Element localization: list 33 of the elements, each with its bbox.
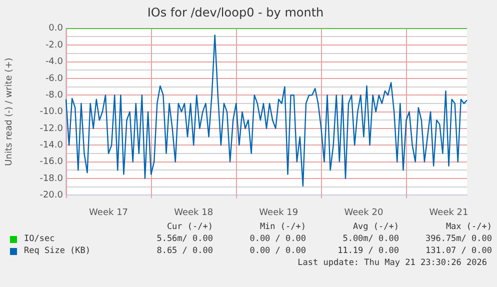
x-tick-label: Week 21 [429,208,468,218]
y-tick-label: -8.0 [45,90,64,100]
text: Last update: Thu May 21 23:30:26 2026 [296,258,487,268]
y-tick-label: -6.0 [45,74,64,84]
y-tick-label: -4.0 [45,57,64,68]
text: 5.00m/ 0.00 [342,233,399,245]
y-tick-label: -14.0 [40,140,64,151]
text: 131.07 / 0.00 [424,245,492,257]
y-tick-label: -16.0 [40,157,64,168]
y-tick-label: -20.0 [40,190,64,201]
x-tick-label: Week 17 [89,208,128,218]
y-tick-label: -10.0 [40,107,64,118]
text: 5.56m/ 0.00 [156,233,213,245]
x-tick-label: Week 20 [344,208,384,218]
text: 0.00 / 0.00 [248,233,306,245]
y-tick-label: -18.0 [40,174,64,184]
text: Min (-/+) [258,221,306,233]
text: Cur (-/+) [166,221,213,233]
text: 8.65 / 0.00 [156,245,213,257]
text: Avg (-/+) [352,221,399,233]
legend-label: IO/sec [23,233,56,245]
legend-label: Req Size (KB) [23,245,92,257]
y-tick-label: 0.0 [48,24,64,34]
x-tick-label: Week 19 [259,208,298,218]
text: 396.75m/ 0.00 [424,233,492,245]
y-tick-label: -12.0 [40,124,64,134]
chart-title: IOs for /dev/loop0 - by month [147,5,324,20]
text: 0.00 / 0.00 [248,245,306,257]
text: 11.19 / 0.00 [336,245,399,257]
y-axis-title: Units read (-) / write (+) [4,58,15,166]
text: Max (-/+) [444,221,492,233]
y-tick-label: -2.0 [45,40,64,50]
x-tick-label: Week 18 [174,208,214,218]
